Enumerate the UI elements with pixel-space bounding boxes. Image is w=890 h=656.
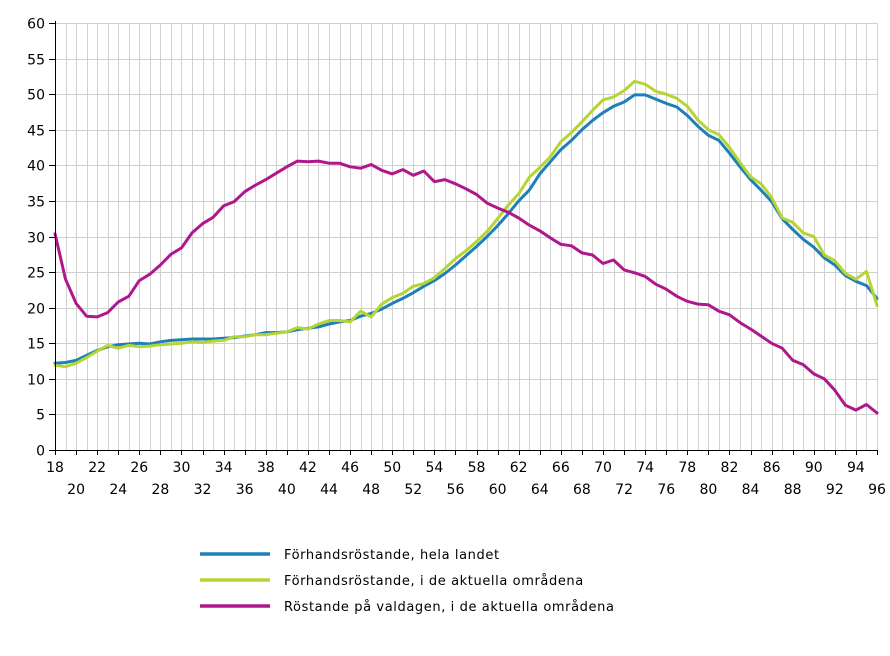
legend: Förhandsröstande, hela landet Förhandsrö… [200,548,615,615]
x-tick-label-bottom: 28 [151,482,169,498]
x-tick-label-bottom: 68 [573,482,591,498]
x-tick-label-top: 58 [468,460,486,476]
x-tick-label-bottom: 80 [699,482,717,498]
x-tick-label-bottom: 44 [320,482,338,498]
y-tick-label: 10 [27,373,45,389]
x-tick-label-top: 50 [383,460,401,476]
y-tick-label: 60 [27,17,45,33]
y-tick-label: 20 [27,302,45,318]
grid [55,23,878,450]
x-tick-label-bottom: 60 [489,482,507,498]
x-tick-label-top: 70 [594,460,612,476]
y-tick-label: 15 [27,337,45,353]
x-tick-label-bottom: 96 [868,482,886,498]
x-tick-label-top: 82 [721,460,739,476]
x-tick-label-top: 38 [257,460,275,476]
x-tick-label-top: 94 [847,460,865,476]
y-tick-label: 0 [36,444,45,460]
legend-label-valdagen: Röstande på valdagen, i de aktuella områ… [284,600,615,615]
x-tick-label-top: 62 [510,460,528,476]
y-axis-ticks: 0 5 10 15 20 25 30 35 40 45 50 55 60 [27,17,55,460]
x-tick-label-top: 54 [425,460,443,476]
x-tick-label-top: 34 [215,460,233,476]
x-tick-label-bottom: 36 [236,482,254,498]
x-tick-label-bottom: 48 [362,482,380,498]
axes [55,21,877,451]
y-tick-label: 30 [27,231,45,247]
x-tick-label-top: 22 [88,460,106,476]
x-tick-label-top: 46 [341,460,359,476]
y-tick-label: 35 [27,195,45,211]
x-tick-label-bottom: 64 [531,482,549,498]
x-tick-label-top: 26 [130,460,148,476]
series-line-2 [53,159,879,415]
x-tick-label-bottom: 84 [742,482,760,498]
y-tick-label: 25 [27,266,45,282]
x-tick-label-bottom: 92 [826,482,844,498]
y-tick-label: 50 [27,88,45,104]
y-tick-label: 40 [27,159,45,175]
x-tick-label-bottom: 52 [404,482,422,498]
x-tick-label-bottom: 24 [109,482,127,498]
series-lines [53,79,879,415]
y-tick-label: 55 [27,53,45,69]
x-tick-label-bottom: 72 [615,482,633,498]
x-tick-label-top: 86 [763,460,781,476]
legend-label-hela-landet: Förhandsröstande, hela landet [284,548,500,563]
x-tick-label-top: 66 [552,460,570,476]
x-tick-label-bottom: 32 [194,482,212,498]
x-tick-label-bottom: 88 [784,482,802,498]
legend-label-aktuella-omradena: Förhandsröstande, i de aktuella områdena [284,574,584,589]
x-tick-label-top: 74 [636,460,654,476]
x-tick-label-top: 18 [46,460,64,476]
x-tick-label-top: 90 [805,460,823,476]
x-tick-label-bottom: 76 [657,482,675,498]
x-axis-ticks: 18 22 26 30 34 38 42 46 50 54 58 62 66 70 74 78 82 86 90 94… [46,450,886,498]
x-tick-label-top: 78 [678,460,696,476]
x-tick-label-bottom: 20 [67,482,85,498]
series-line-1 [53,79,879,369]
x-tick-label-bottom: 56 [447,482,465,498]
x-tick-label-bottom: 40 [278,482,296,498]
y-tick-label: 5 [36,408,45,424]
y-tick-label: 45 [27,124,45,140]
series-line-0 [53,93,879,365]
x-tick-label-top: 30 [173,460,191,476]
x-tick-label-top: 42 [299,460,317,476]
